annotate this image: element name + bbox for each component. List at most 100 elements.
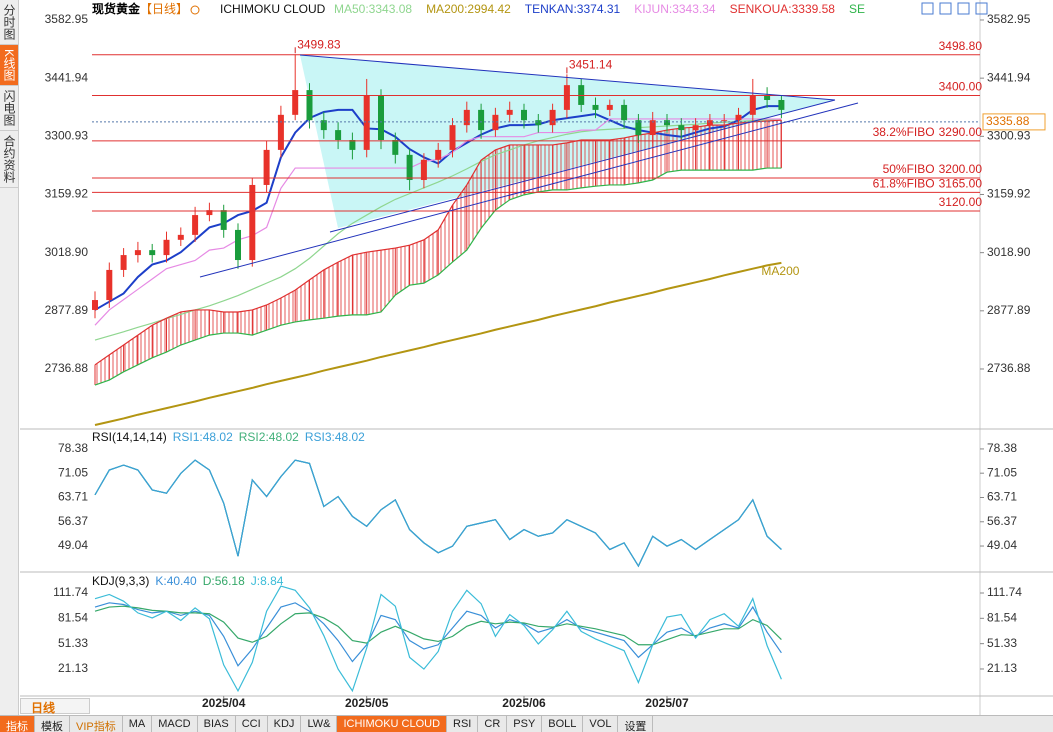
icon[interactable]	[921, 2, 934, 15]
y-tick-label: 3441.94	[987, 70, 1031, 84]
x-tick-label: 2025/04	[202, 696, 246, 710]
y-tick-label: 51.33	[58, 636, 88, 650]
candle-body	[335, 130, 342, 140]
toolbar-item[interactable]: RSI	[447, 716, 479, 732]
x-tick-label: 2025/07	[645, 696, 689, 710]
candle-body	[735, 114, 742, 121]
candle-body	[406, 154, 413, 181]
candle-body	[606, 104, 613, 110]
candle-body	[106, 269, 113, 301]
header-text: ICHIMOKU CLOUD	[220, 2, 326, 16]
level-label: 3498.80	[939, 39, 983, 53]
candle-body	[549, 109, 556, 126]
toolbar-item[interactable]: MACD	[152, 716, 198, 732]
x-tick-label: 2025/06	[502, 696, 546, 710]
legend-entry: J:8.84	[251, 574, 284, 588]
legend-entry: TENKAN:3374.31	[525, 2, 621, 16]
toolbar-icons[interactable]	[921, 2, 988, 15]
candle-body	[292, 90, 299, 115]
settings-icon	[190, 5, 200, 15]
candle-body	[778, 99, 785, 110]
y-tick-label: 78.38	[58, 441, 88, 455]
fibo-label: 50%FIBO	[883, 162, 935, 176]
y-tick-label: 3159.92	[45, 187, 89, 201]
y-tick-label: 3300.93	[987, 128, 1031, 142]
toolbar-item[interactable]: CCI	[236, 716, 268, 732]
high-label: 3451.14	[569, 58, 613, 72]
y-tick-label: 21.13	[58, 661, 88, 675]
triangle-drawing	[300, 55, 835, 228]
y-tick-label: 3300.93	[45, 128, 89, 142]
candle-body	[492, 114, 499, 131]
period-tab[interactable]: 日线	[20, 698, 90, 715]
y-tick-label: 81.54	[58, 610, 88, 624]
fibo-label: 38.2%FIBO	[873, 125, 935, 139]
candle-body	[692, 125, 699, 131]
candle-body	[177, 234, 184, 240]
candle-body	[721, 120, 728, 122]
candle-body	[163, 239, 170, 256]
trend-line	[199, 102, 859, 278]
trend-line	[329, 99, 836, 233]
price-tag	[982, 113, 1046, 131]
candle-body	[235, 229, 241, 261]
candle-body	[563, 85, 570, 110]
y-tick-label: 49.04	[58, 538, 88, 552]
legend-entry: SE	[849, 2, 865, 16]
icon[interactable]	[957, 2, 970, 15]
level-label: 3400.00	[939, 80, 983, 94]
toolbar-item[interactable]: KDJ	[268, 716, 302, 732]
y-tick-label: 3018.90	[987, 245, 1031, 259]
header-text: 【日线】	[140, 2, 188, 16]
toolbar-item[interactable]: 设置	[618, 716, 654, 732]
level-label: 3290.00	[939, 125, 983, 139]
side-tab[interactable]: 分时图	[0, 0, 18, 45]
toolbar-item[interactable]: CR	[478, 716, 508, 732]
side-tab[interactable]: K线图	[0, 45, 18, 87]
legend-entry: KIJUN:3343.34	[634, 2, 716, 16]
y-tick-label: 56.37	[58, 514, 88, 528]
panel-title: KDJ(9,3,3)	[92, 574, 149, 588]
candle-body	[706, 120, 713, 126]
candle-body	[192, 215, 199, 235]
candle-body	[206, 210, 213, 216]
y-tick-label: 2736.88	[45, 361, 89, 375]
candle-body	[306, 90, 313, 121]
panel-title: RSI(14,14,14)	[92, 430, 167, 444]
candle-body	[249, 184, 256, 261]
level-label: 3200.00	[939, 162, 983, 176]
candle-body	[621, 104, 628, 121]
side-tab[interactable]: 合约资料	[0, 131, 18, 189]
candle-body	[664, 120, 670, 126]
indicator-toolbar: 指标 模板 VIP指标 MA MACD BIAS CCI KDJ LW& ICHIMOKU CLO…	[0, 715, 1053, 732]
level-label: 3165.00	[939, 177, 983, 191]
candle-body	[592, 104, 599, 110]
chart: 3498.80 3400.00 3290.00 38.2%FIBO 3200.00 50%…	[20, 0, 1053, 715]
y-tick-label: 2877.89	[45, 303, 89, 317]
candle-body	[535, 120, 542, 126]
candle-body	[392, 139, 399, 155]
toolbar-item[interactable]: PSY	[507, 716, 543, 732]
candle-body	[263, 149, 270, 185]
legend-entry: RSI2:48.02	[239, 430, 299, 444]
toolbar-item[interactable]: BIAS	[198, 716, 236, 732]
candle-body	[277, 114, 284, 150]
series-line	[94, 261, 782, 427]
side-tab[interactable]: 闪电图	[0, 86, 18, 132]
candle-body	[220, 210, 227, 230]
toolbar-item[interactable]: MA	[123, 716, 153, 732]
toolbar-item[interactable]: VOL	[583, 716, 619, 732]
toolbar-item[interactable]: 指标	[0, 716, 35, 732]
toolbar-item[interactable]: ICHIMOKU CLOUD	[337, 716, 448, 732]
toolbar-item[interactable]: LW&	[301, 716, 338, 732]
candle-body	[349, 139, 356, 150]
y-tick-label: 2736.88	[987, 361, 1031, 375]
toolbar-item[interactable]: 模板	[35, 716, 70, 732]
y-tick-label: 81.54	[987, 610, 1017, 624]
toolbar-item[interactable]: VIP指标	[70, 716, 123, 732]
y-tick-label: 111.74	[53, 585, 88, 599]
icon[interactable]	[939, 2, 952, 15]
icon[interactable]	[975, 2, 988, 15]
toolbar-item[interactable]: BOLL	[542, 716, 584, 732]
y-tick-label: 71.05	[987, 465, 1017, 479]
